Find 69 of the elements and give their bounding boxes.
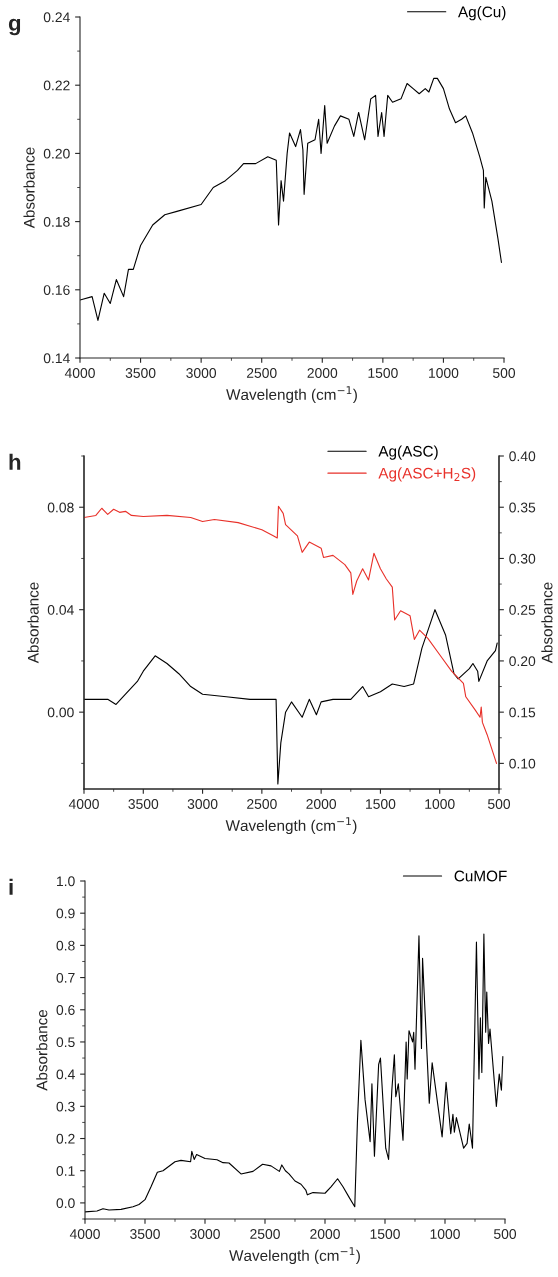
line-series — [84, 609, 498, 785]
x-tick-label: 500 — [493, 1229, 517, 1239]
x-tick-label: 4000 — [68, 799, 99, 809]
x-tick-label: 500 — [492, 368, 516, 378]
y2-tick-label: 0.35 — [509, 502, 536, 513]
y-axis-title: Absorbance — [36, 1009, 48, 1091]
y-tick-label: 0.5 — [56, 1037, 75, 1048]
x-tick-label: 1500 — [366, 799, 396, 809]
x-tick-label: 3500 — [130, 1229, 160, 1239]
y-tick-label: 0.00 — [47, 707, 74, 718]
x-tick-label: 3500 — [128, 799, 159, 809]
x-tick-label: 2000 — [310, 1229, 340, 1239]
y-tick-label: 0.24 — [43, 12, 70, 23]
y-tick-label: 0.3 — [56, 1101, 75, 1112]
y-tick-label: 0.18 — [43, 216, 70, 227]
x-tick-label: 2500 — [246, 368, 277, 378]
y2-tick-label: 0.20 — [509, 656, 536, 667]
y-tick-label: 0.4 — [56, 1069, 75, 1080]
x-tick-label: 1500 — [368, 368, 398, 378]
legend-label: Ag(Cu) — [458, 6, 506, 21]
chart-title: i — [9, 878, 13, 895]
x-tick-label: 500 — [487, 799, 511, 809]
y-tick-label: 0.0 — [56, 1198, 75, 1209]
legend-label: Ag(ASC+H$_{2}$S) — [378, 467, 476, 482]
y-tick-label: 0.2 — [56, 1133, 75, 1144]
y-tick-label: 0.08 — [47, 502, 74, 513]
y-tick-label: 0.22 — [43, 80, 70, 91]
x-axis-title: Wavelength (cm$^{−1}$) — [225, 817, 357, 835]
y-tick-label: 0.8 — [56, 940, 75, 951]
x-tick-label: 2500 — [247, 799, 277, 809]
legend-label: Ag(ASC) — [378, 445, 438, 460]
x-tick-label: 3000 — [186, 368, 217, 378]
chart-title: g — [8, 18, 21, 36]
x-tick-label: 1000 — [429, 368, 459, 378]
x-tick-label: 2000 — [306, 799, 337, 809]
x-tick-label: 3500 — [125, 368, 156, 378]
y-tick-label: 0.7 — [56, 972, 75, 983]
y2-tick-label: 0.40 — [509, 451, 536, 462]
x-axis-title: Wavelength (cm$^{−1}$) — [229, 1247, 360, 1265]
y-tick-label: 0.6 — [56, 1005, 75, 1015]
y2-tick-label: 0.15 — [509, 707, 536, 718]
x-tick-label: 2500 — [250, 1229, 280, 1239]
x-tick-label: 3000 — [190, 1229, 220, 1239]
y-tick-label: 0.04 — [47, 605, 74, 615]
y-tick-label: 0.16 — [43, 285, 70, 295]
y2-tick-label: 0.30 — [509, 553, 536, 564]
y-axis-title: Absorbance — [23, 147, 35, 229]
y-tick-label: 0.1 — [56, 1166, 75, 1176]
line-series — [85, 933, 504, 1213]
x-tick-label: 2000 — [307, 368, 338, 378]
x-tick-label: 4000 — [64, 368, 95, 378]
x-axis-title: Wavelength (cm$^{−1}$) — [226, 386, 357, 404]
x-tick-label: 3000 — [187, 799, 218, 809]
y-tick-label: 0.14 — [43, 353, 70, 364]
line-series — [84, 505, 498, 764]
y-tick-label: 0.9 — [56, 908, 75, 919]
x-tick-label: 1500 — [370, 1229, 400, 1239]
chart-title: h — [9, 453, 21, 470]
y2-tick-label: 0.10 — [509, 758, 536, 769]
x-tick-label: 4000 — [69, 1229, 100, 1239]
y-axis-title: Absorbance — [27, 582, 39, 664]
line-series — [80, 77, 503, 322]
x-tick-label: 1000 — [425, 799, 455, 809]
x-tick-label: 1000 — [430, 1229, 460, 1239]
y2-axis-title: Absorbance — [541, 582, 553, 664]
y-tick-label: 1.0 — [57, 876, 75, 887]
legend-label: CuMOF — [454, 870, 507, 882]
y-tick-label: 0.20 — [43, 148, 70, 159]
y2-tick-label: 0.25 — [509, 605, 536, 615]
